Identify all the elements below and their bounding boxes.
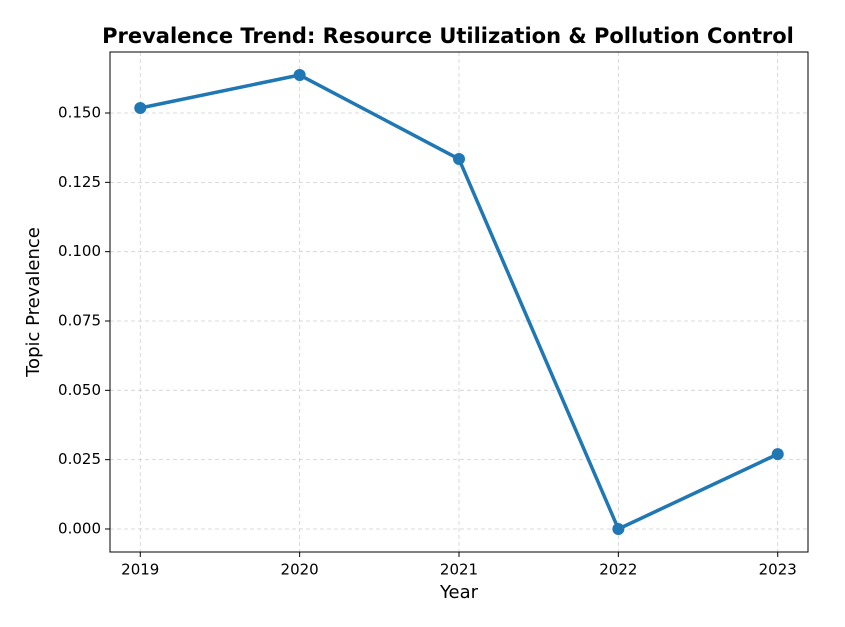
y-tick-label: 0.125 [58,173,101,191]
x-tick-label: 2020 [281,561,319,579]
point [612,522,625,535]
x-tick-label: 2023 [759,561,797,579]
y-tick-label: 0.075 [58,311,101,329]
plot-frame [109,51,809,553]
x-tick-label: 2021 [440,561,478,579]
y-tick-label: 0.050 [58,381,101,399]
y-tick-label: 0.025 [58,450,101,468]
y-tick-label: 0.100 [58,242,101,260]
point [293,69,306,82]
point [771,448,784,461]
point [134,102,147,115]
x-axis-label: Year [439,582,479,603]
x-tick-label: 2019 [121,561,159,579]
y-axis-label: Topic Prevalence [23,227,44,378]
x-tick-label: 2022 [599,561,637,579]
chart-title: Prevalence Trend: Resource Utilization &… [102,24,794,48]
y-tick-label: 0.150 [58,104,101,122]
y-tick-label: 0.000 [58,519,101,537]
point [453,153,465,166]
